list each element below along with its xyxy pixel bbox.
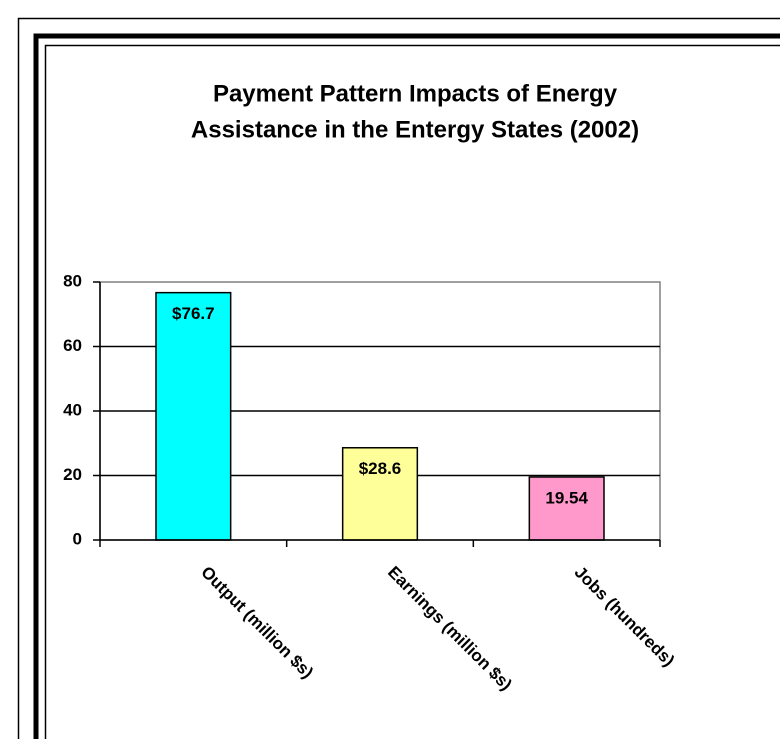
chart-title: Payment Pattern Impacts of Energy bbox=[213, 80, 618, 107]
value-label: $28.6 bbox=[359, 459, 402, 478]
bar bbox=[528, 476, 605, 541]
chart-title: Assistance in the Entergy States (2002) bbox=[191, 116, 639, 143]
frame-thick bbox=[33, 33, 780, 739]
y-tick-label: 60 bbox=[63, 336, 82, 355]
y-tick-label: 80 bbox=[63, 271, 82, 290]
outer-frame bbox=[17, 17, 780, 739]
value-label: 19.54 bbox=[545, 488, 588, 507]
y-tick-label: 20 bbox=[63, 465, 82, 484]
value-label: $76.7 bbox=[172, 304, 215, 323]
y-tick-label: 40 bbox=[63, 400, 82, 419]
y-tick-label: 0 bbox=[73, 529, 82, 548]
bar bbox=[155, 291, 232, 541]
frame-thin bbox=[44, 44, 780, 739]
